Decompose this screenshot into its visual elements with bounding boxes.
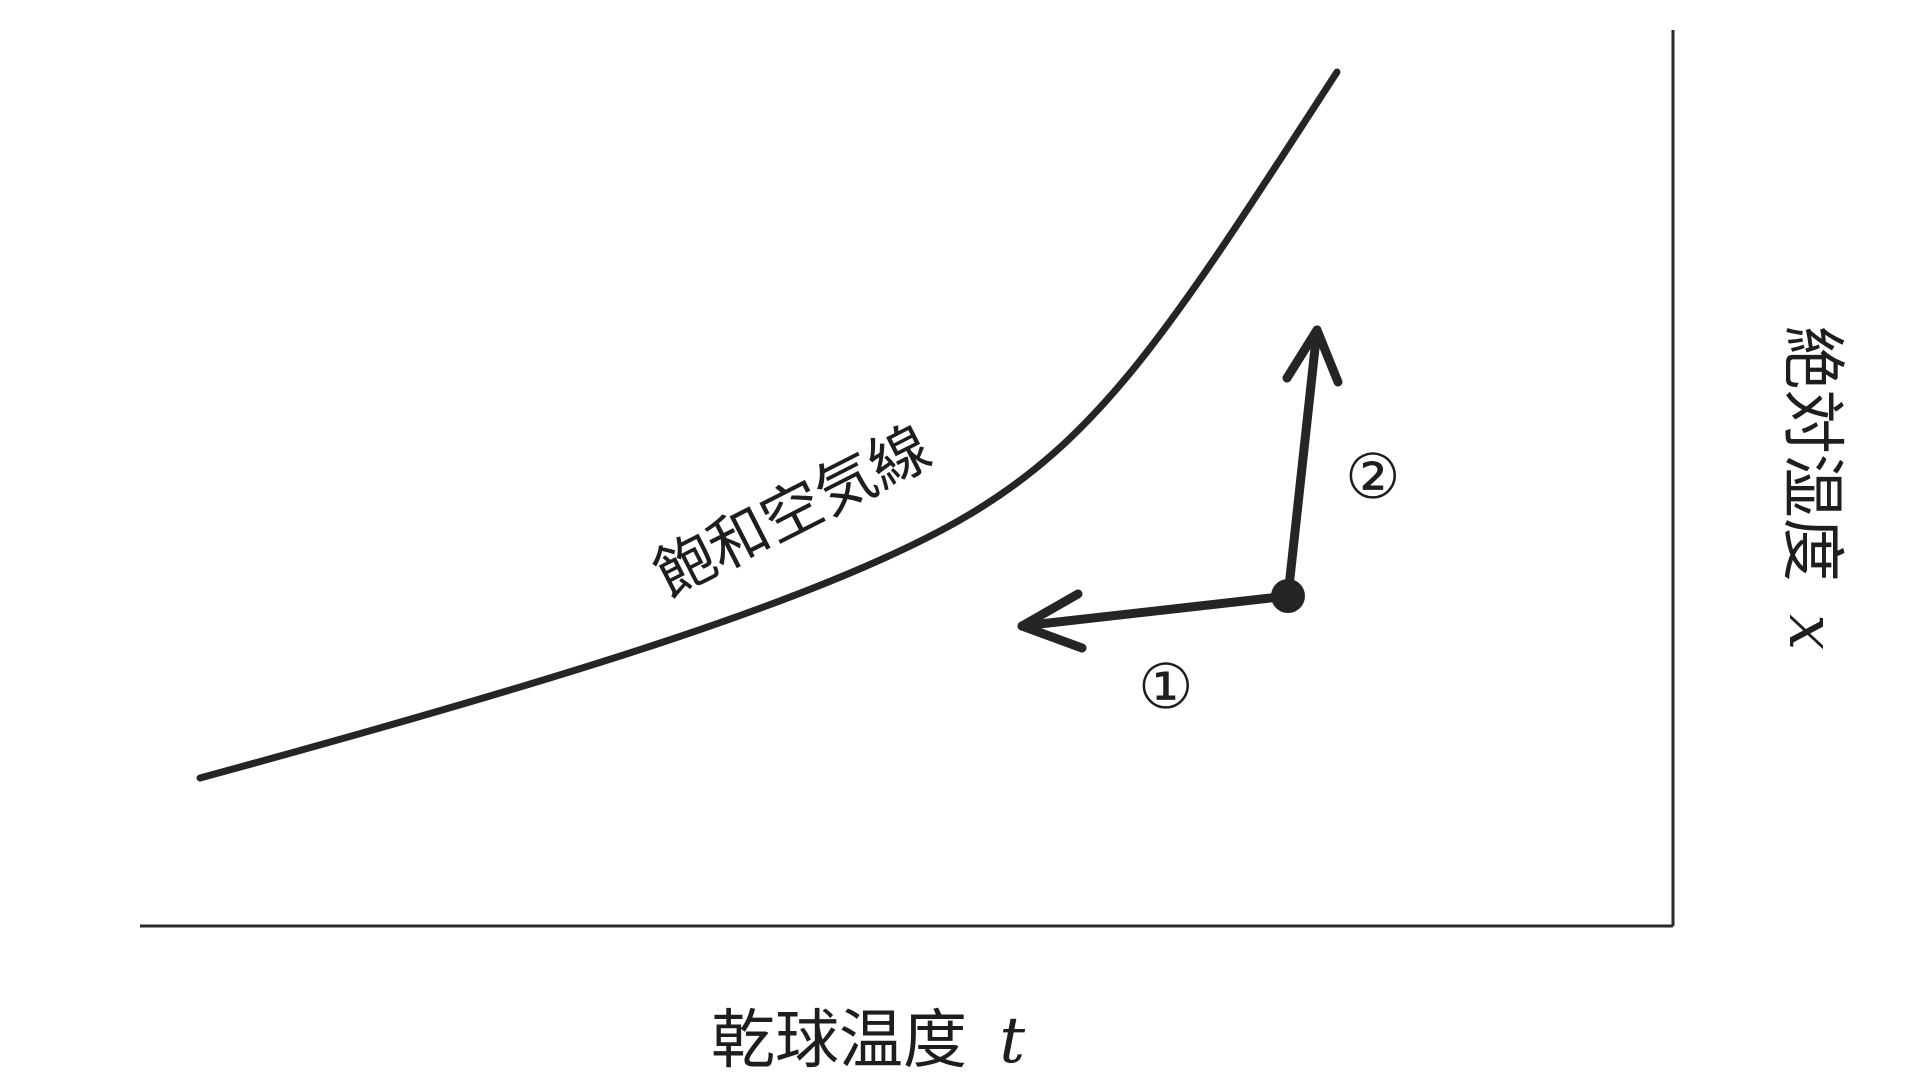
y-axis-title: 絶対湿度 x: [1774, 326, 1848, 650]
arrow-2-head: [1282, 325, 1343, 387]
arrow-1-shaft: [1017, 591, 1293, 631]
x-axis-title: 乾球温度 t: [711, 1004, 1025, 1078]
saturation-curve-label: 飽和空気線: [643, 413, 942, 612]
arrow-1-head: [1017, 589, 1087, 653]
x-axis-title-text: 乾球温度: [711, 1004, 967, 1078]
y-axis-symbol: x: [1774, 614, 1848, 650]
y-axis-title-text: 絶対湿度: [1774, 326, 1848, 582]
arrow-1-label: ①: [1138, 650, 1194, 723]
arrow-2-shaft: [1283, 325, 1322, 601]
arrow-2-label: ②: [1345, 440, 1401, 513]
x-axis-symbol: t: [999, 1004, 1025, 1078]
saturation-curve: [196, 68, 1341, 782]
